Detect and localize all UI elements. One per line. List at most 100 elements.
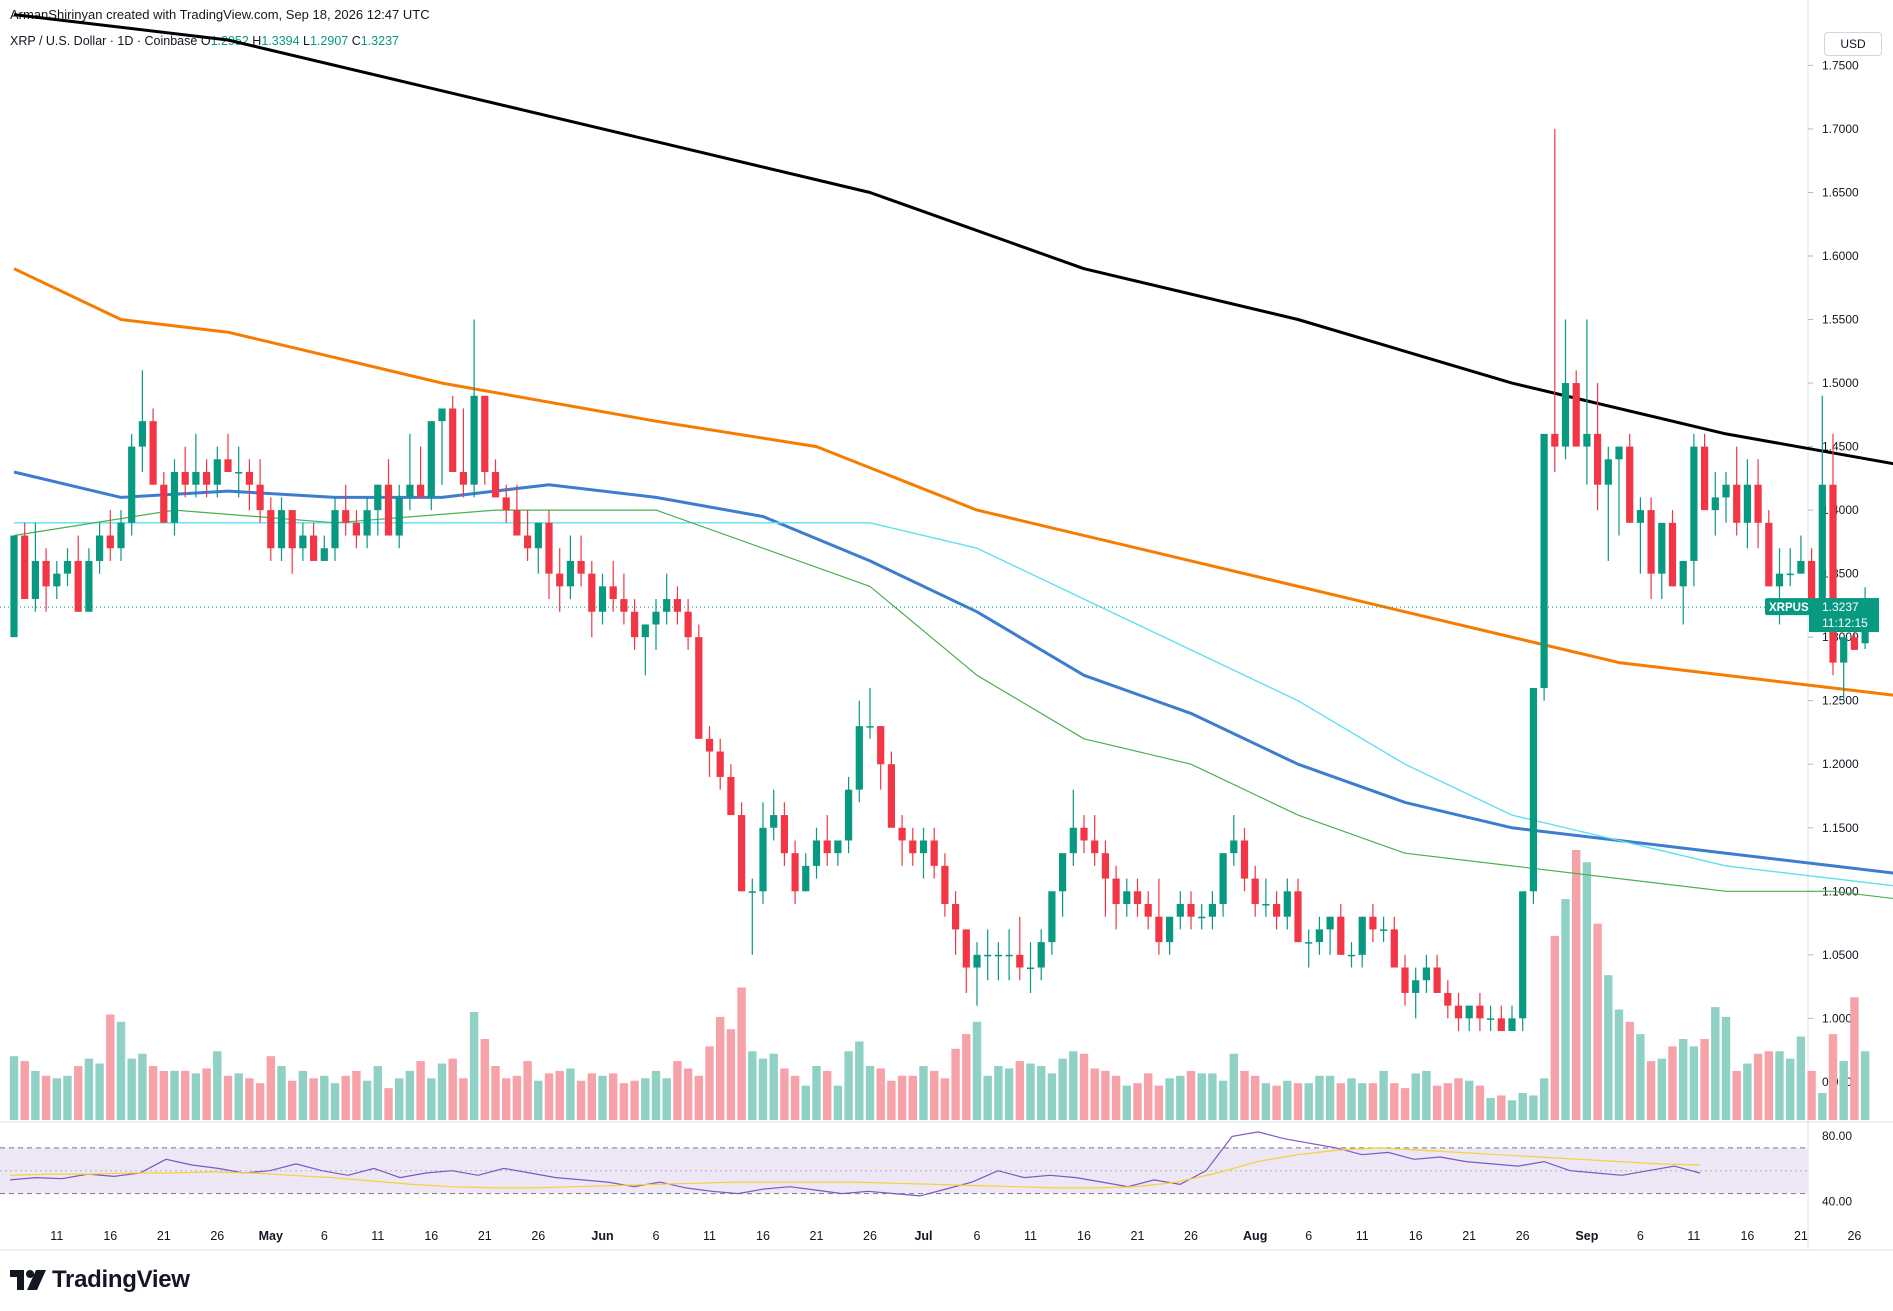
tradingview-logo-text: TradingView — [52, 1266, 190, 1293]
ohlc-high-label: H — [252, 34, 262, 48]
x-tick-label: 6 — [1637, 1229, 1644, 1243]
candle-body — [652, 611, 660, 625]
x-tick-label: 16 — [1740, 1229, 1754, 1243]
candle-body — [406, 484, 414, 498]
x-tick-label: 21 — [1131, 1229, 1145, 1243]
candle-body — [224, 459, 232, 472]
volume-bar — [790, 1075, 800, 1120]
volume-bar — [41, 1075, 51, 1120]
candle-body — [556, 573, 564, 587]
volume-bar — [255, 1083, 265, 1120]
candle-body — [588, 573, 596, 612]
candle-body — [1358, 916, 1366, 955]
candle-body — [620, 599, 628, 612]
volume-bar — [170, 1070, 179, 1120]
x-tick-label: Jun — [591, 1229, 613, 1243]
volume-bar — [1015, 1061, 1024, 1120]
volume-bar — [138, 1053, 147, 1120]
volume-bar — [951, 1048, 960, 1120]
volume-bar — [1796, 1036, 1806, 1120]
volume-bar — [1614, 1009, 1624, 1120]
candle-body — [887, 764, 895, 828]
x-tick-label: 16 — [1409, 1229, 1423, 1243]
volume-bar — [823, 1070, 832, 1120]
x-tick-label: 11 — [1687, 1229, 1700, 1243]
candle-body — [320, 548, 328, 561]
candle-body — [1561, 383, 1570, 447]
y-tick-label: 1.0500 — [1822, 948, 1859, 962]
volume-bar — [373, 1066, 382, 1120]
volume-bar — [1101, 1070, 1110, 1120]
candle-body — [1262, 904, 1270, 906]
x-tick-label: 16 — [756, 1229, 770, 1243]
volume-bar — [469, 1012, 479, 1120]
volume-bar — [619, 1083, 629, 1120]
volume-bar — [1379, 1070, 1388, 1120]
y-tick-label: 1.4500 — [1822, 440, 1859, 454]
volume-bar — [1828, 1034, 1838, 1120]
volume-bar — [1165, 1078, 1174, 1120]
volume-bar — [705, 1046, 714, 1120]
volume-bar — [480, 1039, 489, 1120]
candle-body — [759, 827, 767, 892]
candle-body — [1444, 992, 1452, 1006]
candle-body — [1786, 573, 1794, 576]
volume-bar — [448, 1058, 457, 1120]
candle-body — [1615, 446, 1623, 460]
candle-body — [684, 611, 692, 638]
volume-bar — [1111, 1075, 1121, 1120]
candle-body — [1305, 942, 1313, 944]
volume-bar — [1122, 1085, 1131, 1120]
volume-bar — [1636, 1034, 1645, 1120]
volume-bar — [1283, 1080, 1292, 1120]
candle-body — [1690, 446, 1698, 561]
moving-average-line — [13, 509, 1893, 900]
volume-bar — [52, 1078, 61, 1120]
candle-body — [738, 815, 746, 892]
candle-body — [631, 611, 639, 638]
volume-bar — [1518, 1093, 1527, 1120]
tradingview-logo[interactable]: TradingView — [10, 1266, 190, 1294]
candle-body — [1818, 484, 1826, 600]
candle-body — [770, 815, 778, 828]
candle-body — [1626, 446, 1634, 523]
volume-bar — [1186, 1070, 1196, 1120]
volume-bar — [1786, 1058, 1795, 1120]
currency-button[interactable]: USD — [1824, 32, 1882, 56]
rsi-ma-line — [9, 1147, 1701, 1189]
candle-body — [855, 726, 863, 790]
y-tick-label: 1.3500 — [1822, 567, 1859, 581]
volume-bar — [683, 1068, 693, 1120]
candle-body — [866, 726, 874, 728]
candle-body — [1091, 840, 1099, 854]
candle-body — [1080, 827, 1088, 841]
volume-bar — [1069, 1051, 1078, 1120]
volume-bar — [288, 1080, 297, 1120]
volume-bar — [1839, 1061, 1848, 1120]
candle-body — [1583, 433, 1591, 447]
x-tick-label: 21 — [1794, 1229, 1808, 1243]
volume-bar — [1026, 1063, 1035, 1120]
volume-bar — [234, 1073, 243, 1120]
volume-bar — [1775, 1051, 1784, 1120]
candle-body — [1540, 433, 1548, 688]
candle-body — [106, 535, 114, 549]
candle-body — [331, 510, 339, 549]
volume-bar — [1850, 997, 1859, 1120]
volume-bar — [352, 1070, 361, 1120]
y-tick-label: 1.6000 — [1822, 249, 1859, 263]
candle-body — [1508, 1018, 1516, 1032]
volume-bar — [897, 1075, 907, 1120]
candle-body — [877, 726, 885, 765]
volume-bar — [534, 1080, 543, 1120]
candle-body — [1037, 942, 1045, 968]
candle-body — [663, 599, 671, 612]
candle-body — [449, 408, 457, 472]
symbol-title[interactable]: XRP / U.S. Dollar · 1D · Coinbase — [10, 34, 198, 48]
x-tick-label: 26 — [863, 1229, 877, 1243]
x-tick-label: May — [259, 1229, 283, 1243]
volume-bar — [437, 1063, 447, 1120]
candle-body — [502, 497, 510, 511]
